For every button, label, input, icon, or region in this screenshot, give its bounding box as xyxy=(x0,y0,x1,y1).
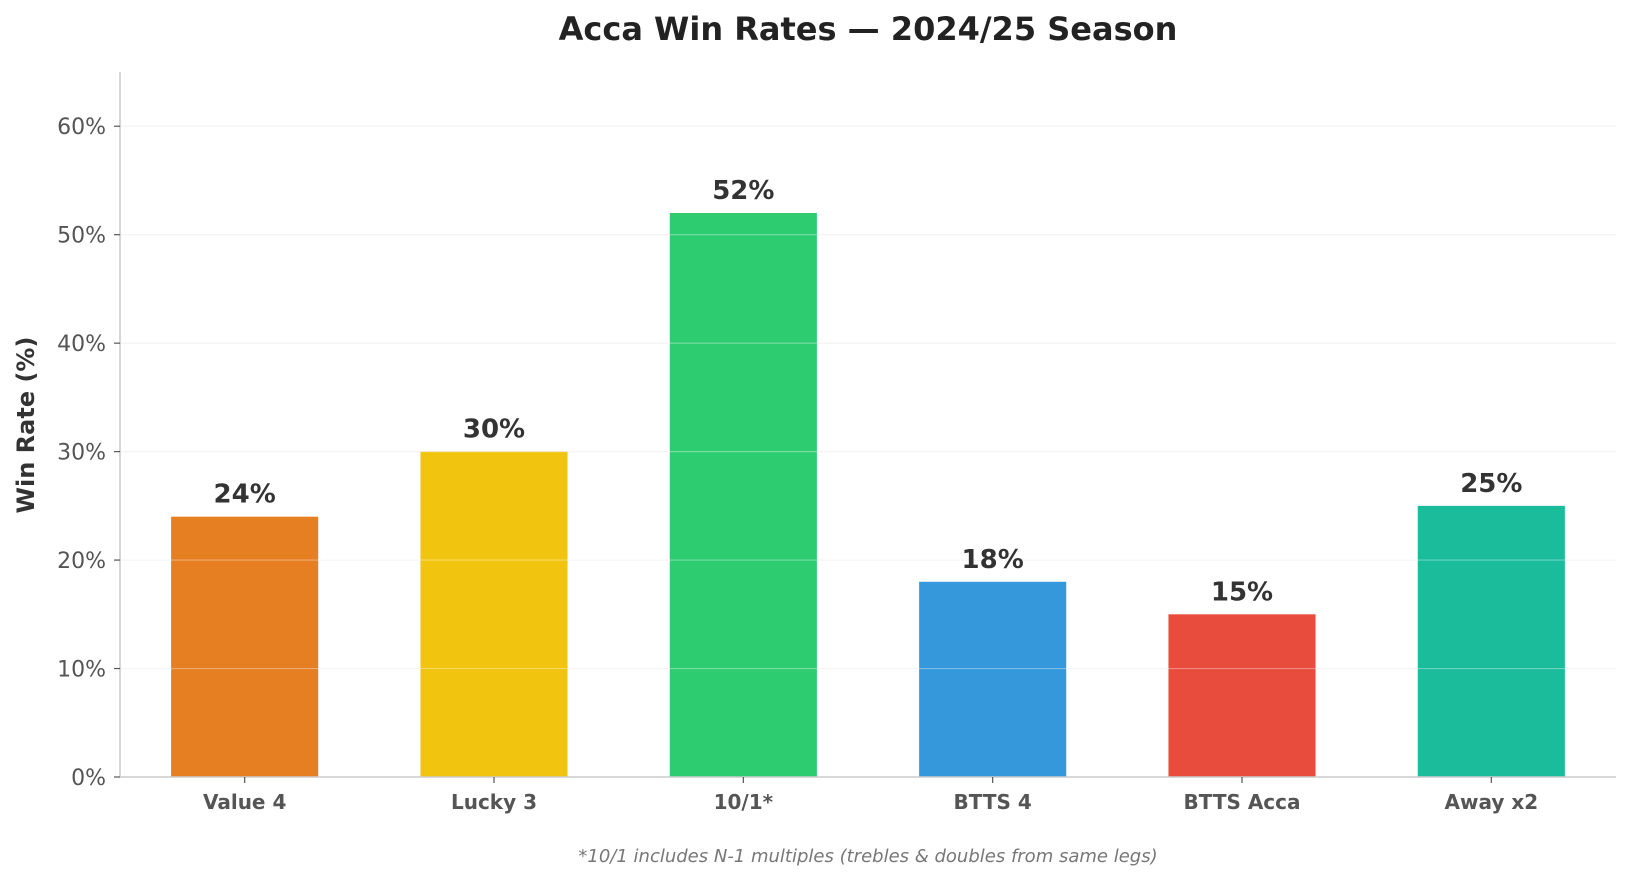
data-labels: 24% 30% 52% 18% 15% 25% xyxy=(214,176,1523,607)
bars xyxy=(171,213,1565,777)
y-tick-label: 60% xyxy=(57,115,106,140)
y-tick-label: 50% xyxy=(57,224,106,249)
axes xyxy=(119,72,1616,778)
gridlines xyxy=(120,125,1616,670)
x-tick-label: 10/1* xyxy=(714,790,774,814)
x-tick-label: Value 4 xyxy=(203,790,286,814)
bar xyxy=(171,516,319,777)
bar xyxy=(669,213,817,777)
x-tick-label: BTTS 4 xyxy=(954,790,1032,814)
bar xyxy=(1417,505,1565,777)
data-label: 24% xyxy=(214,480,276,510)
y-tick-label: 30% xyxy=(57,441,106,466)
y-tick-label: 0% xyxy=(71,766,106,791)
y-tick-label: 20% xyxy=(57,549,106,574)
y-axis-label: Win Rate (%) xyxy=(12,337,40,514)
data-label: 30% xyxy=(463,415,525,445)
y-tick-label: 10% xyxy=(57,658,106,683)
x-tick-label: Lucky 3 xyxy=(451,790,537,814)
x-tick-label: BTTS Acca xyxy=(1183,790,1300,814)
bar xyxy=(919,581,1067,777)
y-tick-label: 40% xyxy=(57,332,106,357)
data-label: 25% xyxy=(1460,469,1522,499)
chart-title: Acca Win Rates — 2024/25 Season xyxy=(559,10,1178,48)
bar xyxy=(420,451,568,777)
bar xyxy=(1168,614,1316,777)
x-axis-ticks: Value 4 Lucky 3 10/1* BTTS 4 BTTS Acca Away x… xyxy=(203,777,1538,814)
data-label: 18% xyxy=(962,545,1024,575)
data-label: 52% xyxy=(712,176,774,206)
chart-footnote: *10/1 includes N-1 multiples (trebles & … xyxy=(578,846,1157,867)
y-axis-ticks: 0% 10% 20% 30% 40% 50% 60% xyxy=(57,115,120,791)
data-label: 15% xyxy=(1211,577,1273,607)
bar-gridline-overlay xyxy=(120,125,1616,670)
x-tick-label: Away x2 xyxy=(1445,790,1539,814)
